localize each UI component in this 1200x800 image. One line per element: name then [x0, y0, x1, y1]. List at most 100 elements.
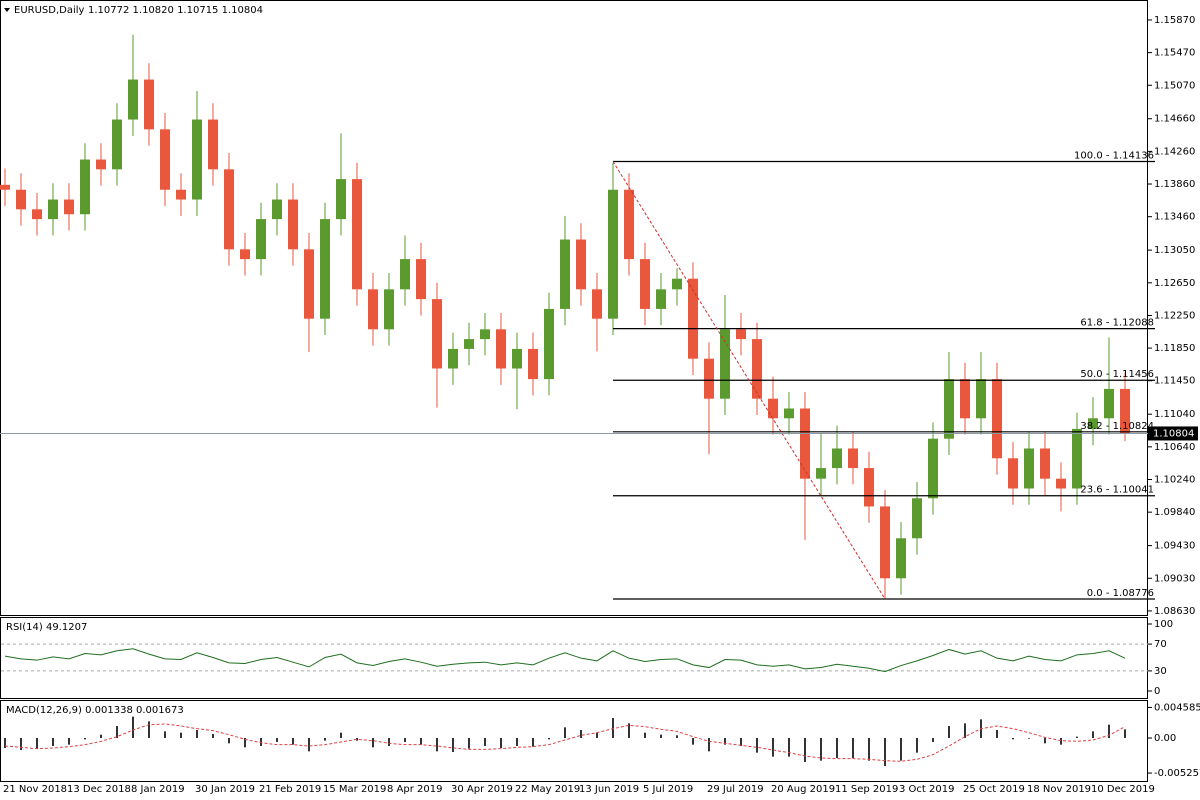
rsi-title: RSI(14) 49.1207	[6, 622, 87, 633]
candle-body	[304, 249, 314, 319]
candle-body	[912, 498, 922, 539]
candle-body	[608, 189, 618, 319]
y-tick-label: 1.12650	[1154, 278, 1195, 289]
candle-body	[1104, 388, 1114, 419]
macd-bar	[884, 738, 886, 766]
candle-body	[512, 348, 522, 369]
y-tick-label: 1.10240	[1154, 475, 1195, 486]
fib-label: 0.0 - 1.08776	[1087, 588, 1154, 599]
macd-bar	[1124, 729, 1126, 738]
candle-body	[432, 299, 442, 369]
candle-body	[160, 129, 170, 190]
y-tick-label: 100	[1154, 619, 1173, 630]
macd-bar	[148, 721, 150, 738]
y-tick-label: 1.09430	[1154, 541, 1195, 552]
macd-bar	[900, 738, 902, 761]
candle-body	[784, 408, 794, 419]
ohlc-text: 1.10772 1.10820 1.10715 1.10804	[88, 5, 263, 16]
candle-body	[560, 239, 570, 309]
x-tick-label: 15 Mar 2019	[323, 784, 386, 795]
macd-bar	[516, 738, 518, 746]
macd-bar	[20, 738, 22, 750]
macd-bar	[564, 727, 566, 738]
candle-body	[48, 199, 58, 220]
macd-bar	[52, 738, 54, 746]
macd-bar	[68, 738, 70, 745]
main-panel-frame	[0, 0, 1148, 616]
macd-bar	[916, 738, 918, 753]
macd-bar	[756, 738, 758, 753]
y-tick-label: 1.11450	[1154, 376, 1195, 387]
macd-bar	[36, 738, 38, 749]
candle-body	[1072, 428, 1082, 489]
macd-bar	[388, 738, 390, 746]
fib-label: 50.0 - 1.11456	[1080, 369, 1154, 380]
candle-body	[848, 448, 858, 469]
candle-body	[704, 358, 714, 399]
macd-bar	[324, 738, 326, 741]
macd-bar	[308, 738, 310, 752]
x-tick-label: 18 Nov 2019	[1027, 784, 1091, 795]
x-tick-label: 13 Jun 2019	[579, 784, 639, 795]
macd-bar	[660, 734, 662, 738]
macd-bar	[404, 738, 406, 742]
macd-bar	[532, 738, 534, 747]
x-tick-label: 22 May 2019	[515, 784, 580, 795]
y-tick-label: 1.15870	[1154, 15, 1195, 26]
macd-bar	[596, 732, 598, 738]
macd-bar	[1108, 724, 1110, 738]
fib-label: 61.8 - 1.12088	[1080, 318, 1154, 329]
candle-body	[832, 448, 842, 469]
macd-bar	[452, 738, 454, 752]
candle-body	[544, 308, 554, 380]
candle-body	[32, 209, 42, 220]
macd-bar	[804, 738, 806, 762]
x-tick-label: 8 Jan 2019	[131, 784, 185, 795]
candle-body	[64, 199, 74, 215]
candle-body	[1056, 478, 1066, 489]
candle-body	[800, 408, 810, 479]
y-tick-label: 1.11850	[1154, 343, 1195, 354]
x-tick-label: 5 Jul 2019	[643, 784, 693, 795]
macd-bar	[356, 738, 358, 741]
macd-bar	[644, 732, 646, 738]
macd-bar	[276, 738, 278, 742]
candle-body	[944, 379, 954, 439]
y-tick-label: 1.14260	[1154, 146, 1195, 157]
x-tick-label: 11 Sep 2019	[835, 784, 898, 795]
y-tick-label: 0	[1154, 686, 1160, 697]
x-tick-label: 8 Apr 2019	[387, 784, 442, 795]
macd-bar	[1044, 738, 1046, 744]
x-tick-label: 10 Dec 2019	[1091, 784, 1155, 795]
macd-bar	[212, 734, 214, 738]
candle-body	[1088, 418, 1098, 429]
macd-bar	[1028, 738, 1030, 739]
macd-bar	[1012, 738, 1014, 740]
macd-bar	[724, 738, 726, 745]
candle-body	[80, 159, 90, 215]
collapse-icon[interactable]	[4, 8, 10, 12]
macd-bar	[740, 738, 742, 746]
candle-body	[688, 278, 698, 359]
candle-body	[144, 79, 154, 130]
y-tick-label: 1.15070	[1154, 80, 1195, 91]
macd-bar	[868, 738, 870, 761]
x-tick-label: 25 Oct 2019	[963, 784, 1025, 795]
y-tick-label: 0.00	[1154, 733, 1176, 744]
x-tick-label: 3 Oct 2019	[899, 784, 954, 795]
macd-bar	[1076, 736, 1078, 738]
y-tick-label: 30	[1154, 666, 1167, 677]
macd-bar	[708, 738, 710, 752]
macd-bar	[772, 738, 774, 757]
current-price-label: 1.10804	[1153, 428, 1194, 439]
macd-bar	[292, 738, 294, 745]
macd-bar	[228, 738, 230, 744]
macd-bar	[420, 738, 422, 745]
candle-body	[480, 329, 490, 340]
symbol-title: EURUSD,Daily	[14, 5, 85, 16]
candle-body	[672, 278, 682, 290]
rsi-panel-frame	[0, 617, 1148, 699]
